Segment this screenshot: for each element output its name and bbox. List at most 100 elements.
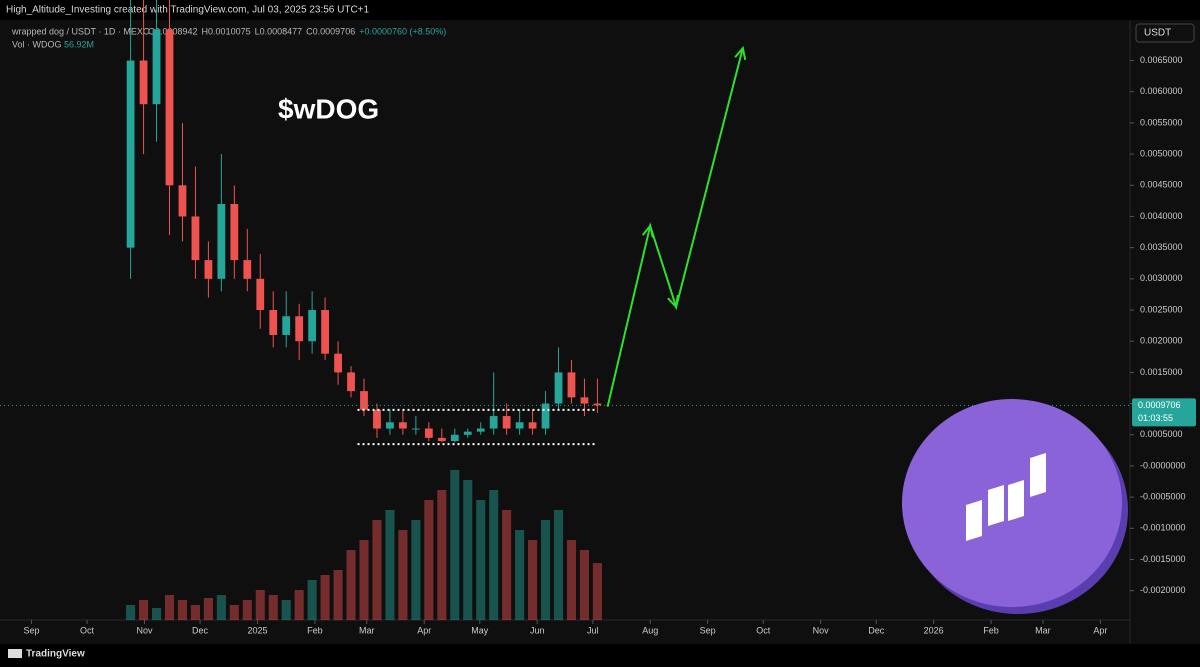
ohlc-item: +0.0000760 (+8.50%) [359, 26, 446, 36]
candle-body [528, 422, 537, 429]
candle-body [373, 409, 381, 429]
currency-button[interactable] [1135, 23, 1195, 43]
x-tick-label: Sep [700, 625, 716, 635]
x-tick-label: Dec [192, 625, 209, 635]
y-tick-label: -0.0015000 [1140, 554, 1186, 564]
volume-bar [476, 500, 486, 620]
logo-coin [902, 399, 1128, 614]
projection-line [606, 47, 744, 407]
volume-bar [489, 490, 499, 620]
symbol: wrapped dog / USDT · 1D · MEXC [11, 26, 150, 36]
volume-bar [515, 530, 525, 620]
volume-bar [203, 598, 213, 620]
candle-body [476, 428, 485, 432]
y-tick-label: -0.0020000 [1140, 585, 1186, 595]
coin-bar [1008, 480, 1024, 521]
candle-body [567, 372, 576, 398]
candle-body [347, 372, 355, 392]
candle-body [515, 422, 524, 429]
y-tick-label: -0.0010000 [1140, 523, 1186, 533]
candle-body [593, 403, 602, 406]
candle-body [580, 397, 589, 404]
candle-body [424, 428, 433, 438]
currency[interactable]: USDT [1144, 28, 1171, 39]
x-tick-label: Feb [307, 625, 323, 635]
volume-bar [307, 580, 317, 620]
x-tick-label: May [471, 625, 489, 635]
volume-bar [385, 510, 395, 620]
y-tick-label: 0.0050000 [1140, 148, 1183, 158]
chart-title: $wDOG [278, 93, 379, 124]
projection-arrowhead [667, 294, 679, 310]
projection-arrowhead [734, 45, 747, 61]
x-tick-label: Nov [136, 625, 153, 635]
countdown: 01:03:55 [1138, 413, 1173, 423]
volume-bar [398, 530, 408, 620]
candle-body [489, 416, 498, 429]
ohlc-legend: O0.0008942H0.0010075L0.0008477C0.0009706… [148, 26, 446, 36]
candle-body [230, 203, 239, 261]
y-tick-label: 0.0030000 [1140, 273, 1183, 283]
candle-body [541, 403, 550, 429]
volume-bar [359, 540, 369, 620]
coin-bar [988, 485, 1004, 526]
ohlc-item: H0.0010075 [202, 26, 251, 36]
projection-arrowhead [641, 223, 654, 238]
y-tick-label: -0.0000000 [1140, 460, 1186, 470]
candle-body [386, 422, 394, 429]
volume-bar [502, 510, 512, 620]
volume-bar [151, 608, 162, 620]
volume-bar [216, 595, 226, 620]
volume-bar [528, 540, 538, 620]
brand: TradingView [8, 649, 85, 660]
volume-bar [372, 520, 382, 620]
candle-body [256, 278, 265, 311]
x-tick-label: Apr [1093, 625, 1107, 635]
candle-body [502, 416, 511, 429]
volume-label: Vol · WDOG [12, 39, 62, 49]
brand-icon [8, 649, 22, 658]
volume-bar [346, 550, 356, 620]
last-price: 0.0009706 [1138, 400, 1181, 410]
x-tick-label: Oct [80, 625, 95, 635]
y-tick-label: 0.0025000 [1140, 304, 1183, 314]
volume-bar [255, 590, 265, 620]
y-tick-label: 0.0065000 [1140, 55, 1183, 65]
candle-body [399, 422, 407, 429]
last-price-box [1132, 398, 1196, 427]
volume-bar [229, 605, 239, 620]
plot: 0.0065000 0.0060000 0.0055000 0.0050000 0.00… [0, 0, 1196, 635]
candle-body [554, 372, 563, 404]
candle-body [450, 434, 459, 441]
x-tick-label: Nov [813, 625, 830, 635]
candle-body [269, 310, 278, 335]
coin-bar [1030, 453, 1046, 497]
brand-name: TradingView [26, 649, 85, 660]
x-tick-label: Mar [1035, 625, 1051, 635]
volume-bar [450, 470, 460, 620]
candle-body [217, 203, 226, 279]
volume-bar [242, 600, 252, 620]
y-tick-label: 0.0015000 [1140, 367, 1183, 377]
volume-bar [294, 590, 304, 620]
x-tick-label: 2025 [247, 625, 267, 635]
x-tick-label: Aug [642, 625, 658, 635]
volume-bar [320, 575, 330, 620]
volume-bar [437, 490, 447, 620]
ohlc-item: L0.0008477 [255, 26, 303, 36]
candle-body [243, 260, 252, 279]
candle-body [178, 185, 187, 217]
y-tick-label: 0.0040000 [1140, 211, 1183, 221]
x-tick-label: Oct [756, 625, 771, 635]
y-tick-label: 0.0035000 [1140, 242, 1183, 252]
candle-body [191, 216, 200, 261]
candle-body [463, 431, 472, 435]
volume-bar [268, 595, 278, 620]
volume-bar [177, 600, 188, 620]
y-tick-label: 0.0060000 [1140, 86, 1183, 96]
y-tick-label: 0.0045000 [1140, 180, 1183, 190]
y-tick-label: 0.0020000 [1140, 336, 1183, 346]
x-tick-label: Jul [587, 625, 599, 635]
